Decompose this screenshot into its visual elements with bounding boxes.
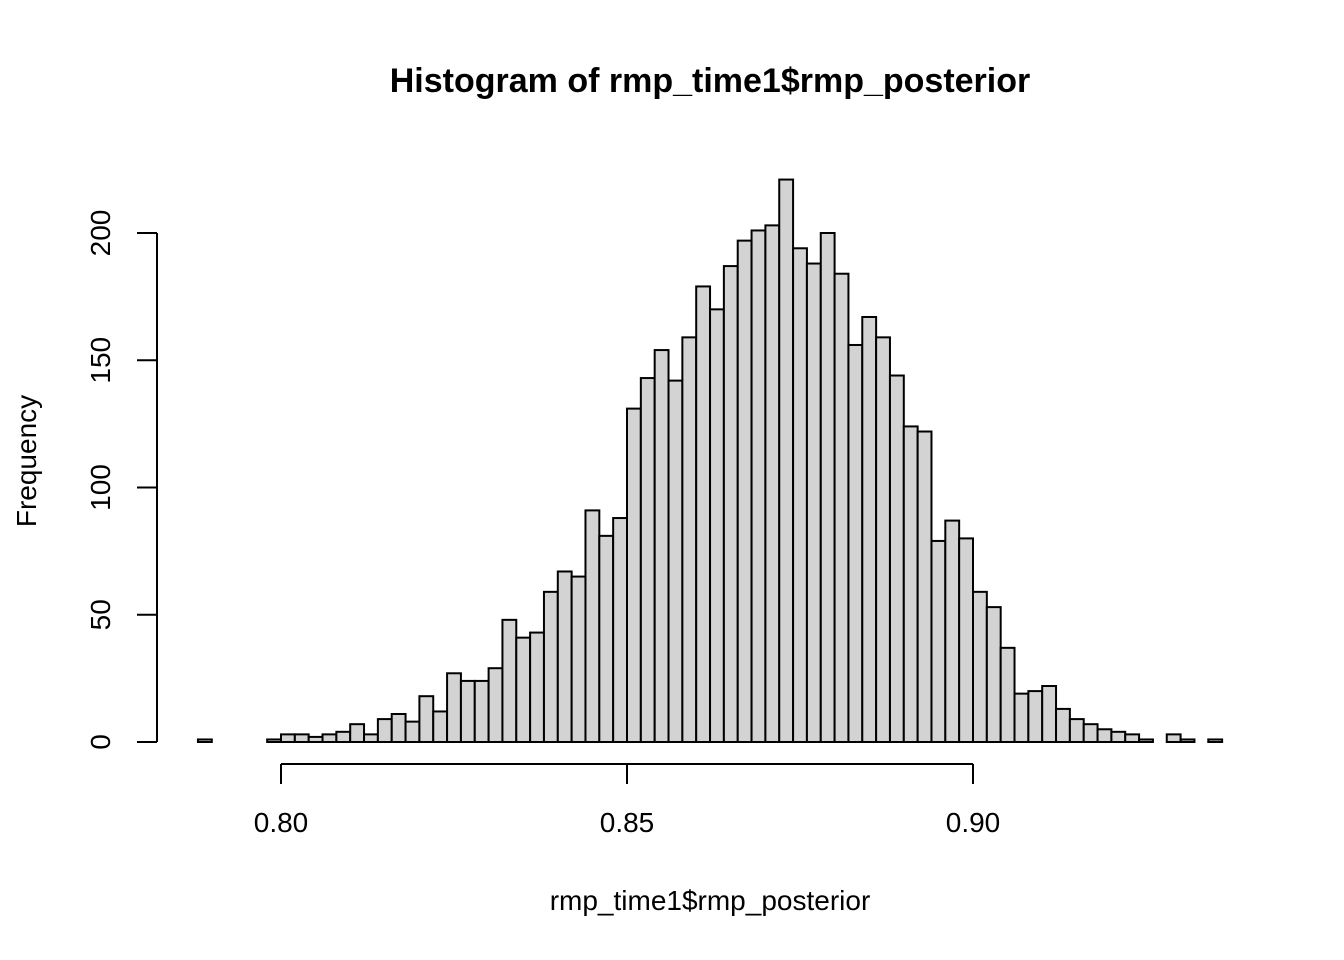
histogram-bar xyxy=(902,425,919,743)
histogram-bar xyxy=(888,374,905,743)
histogram-bar xyxy=(1207,738,1224,744)
histogram-bar xyxy=(1013,692,1030,744)
histogram-bar xyxy=(626,407,642,743)
histogram-bar xyxy=(446,672,462,744)
histogram-bar xyxy=(418,695,435,744)
histogram-bar xyxy=(542,590,559,743)
y-tick-label: 100 xyxy=(85,464,116,511)
histogram-bar xyxy=(999,646,1016,744)
histogram-bar xyxy=(1096,728,1113,744)
histogram-bar xyxy=(681,336,698,743)
histogram-bar xyxy=(598,534,615,743)
histogram-bar xyxy=(958,537,974,744)
chart-title: Histogram of rmp_time1$rmp_posterior xyxy=(390,62,1031,100)
histogram-bar xyxy=(847,343,864,743)
histogram-bar xyxy=(280,733,296,743)
x-axis-label: rmp_time1$rmp_posterior xyxy=(550,885,871,916)
histogram-bar xyxy=(1055,707,1071,743)
histogram-bar xyxy=(1110,730,1127,744)
histogram-bar xyxy=(667,379,684,743)
histogram-bar xyxy=(805,262,822,743)
histogram-bar xyxy=(833,272,850,743)
histogram-bar xyxy=(266,738,283,744)
histogram-bar xyxy=(529,631,545,744)
histogram-bar xyxy=(722,265,739,743)
histogram-bar xyxy=(404,720,421,744)
bars-group xyxy=(196,178,1224,744)
histogram-bar xyxy=(792,247,808,744)
histogram-bar xyxy=(930,539,947,743)
histogram-bar xyxy=(335,730,352,744)
histogram-bar xyxy=(487,667,504,744)
histogram-bar xyxy=(515,636,532,744)
histogram-bar xyxy=(736,239,753,743)
y-tick-label: 50 xyxy=(85,599,116,630)
histogram-bar xyxy=(1138,738,1154,744)
x-tick-label: 0.85 xyxy=(600,807,655,838)
histogram-bar xyxy=(376,718,393,743)
histogram-bar xyxy=(459,679,476,743)
y-axis-label: Frequency xyxy=(11,395,42,527)
histogram-bar xyxy=(972,590,988,743)
x-tick-label: 0.80 xyxy=(254,807,309,838)
histogram-bar xyxy=(307,735,324,743)
histogram-bar xyxy=(556,570,573,743)
histogram-bar xyxy=(764,224,781,743)
histogram-bar xyxy=(861,315,878,743)
y-tick-label: 200 xyxy=(85,210,116,257)
histogram-bar xyxy=(584,509,601,743)
histogram-bar xyxy=(501,618,518,744)
histogram-bar xyxy=(1179,738,1196,744)
histogram-bar xyxy=(778,178,795,743)
histogram-bar xyxy=(944,519,961,744)
histogram-bar xyxy=(916,430,933,743)
histogram-bar xyxy=(653,349,670,743)
histogram-bar xyxy=(1082,723,1099,743)
histogram-bar xyxy=(750,229,767,744)
histogram-bar xyxy=(1165,733,1182,743)
histogram-bar xyxy=(695,285,712,743)
histogram-bar xyxy=(639,377,656,743)
histogram-bar xyxy=(875,336,891,743)
x-tick-label: 0.90 xyxy=(946,807,1001,838)
x-axis: 0.80 0.85 0.90 xyxy=(254,763,1001,838)
histogram-bar xyxy=(363,733,379,743)
y-axis: 0 50 100 150 200 xyxy=(85,210,158,750)
y-tick-label: 0 xyxy=(85,734,116,750)
histogram-bar xyxy=(985,606,1002,743)
histogram-bar xyxy=(390,713,407,743)
histogram-bar xyxy=(321,733,338,743)
histogram-bar xyxy=(819,232,836,743)
histogram-bar xyxy=(1068,718,1085,743)
histogram-bar xyxy=(1027,690,1044,743)
y-tick-label: 150 xyxy=(85,337,116,384)
histogram-bar xyxy=(196,738,213,744)
histogram-bar xyxy=(349,723,366,743)
histogram-bar xyxy=(473,679,490,743)
histogram-bar xyxy=(1041,685,1058,744)
histogram-bar xyxy=(570,575,587,744)
histogram-bar xyxy=(432,710,449,744)
histogram-bar xyxy=(1124,733,1141,743)
histogram-bar xyxy=(612,517,628,743)
histogram-bar xyxy=(709,308,725,743)
histogram-bar xyxy=(293,733,310,743)
